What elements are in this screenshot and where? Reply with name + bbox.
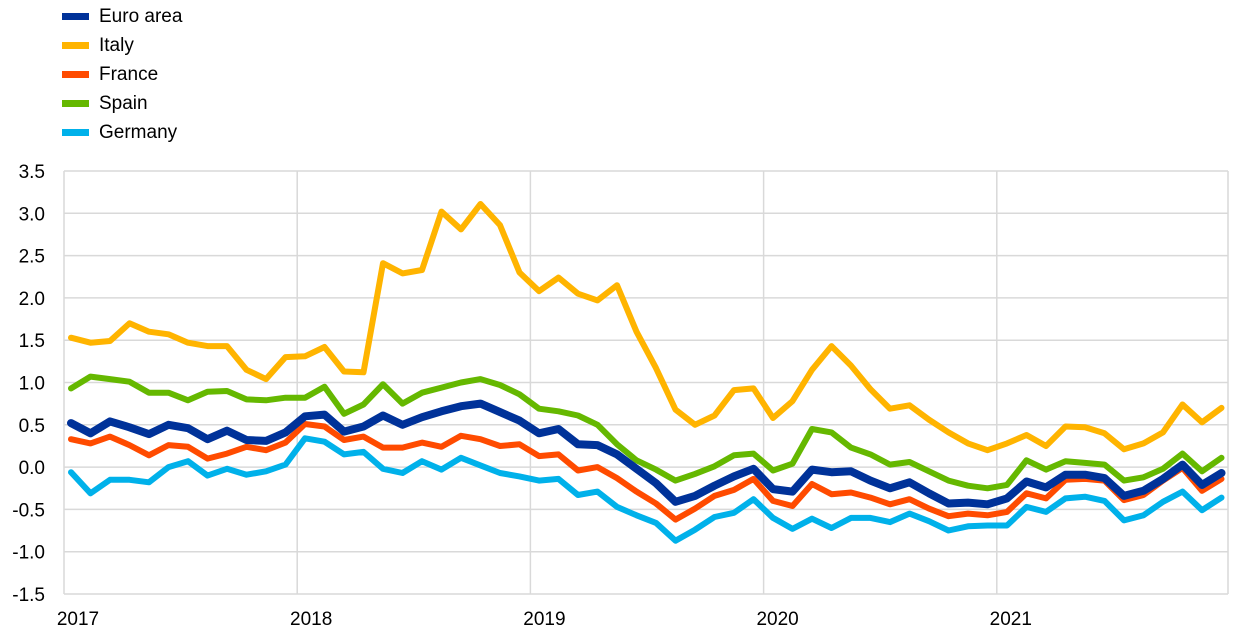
legend-label: Italy [99,34,134,56]
legend-swatch [62,100,89,107]
y-tick-label: 3.5 [19,162,45,183]
legend-item-spain: Spain [62,89,182,118]
y-tick-label: 1.0 [19,374,45,395]
x-tick-label: 2020 [756,609,798,630]
x-tick-label: 2021 [990,609,1032,630]
y-tick-label: 1.5 [19,331,45,352]
x-axis-ticks: 2017 2018 2019 2020 2021 [57,609,1032,630]
y-tick-label: 3.0 [19,204,45,225]
y-tick-label: 0.0 [19,458,45,479]
legend-label: France [99,63,159,85]
y-tick-label: 2.5 [19,247,45,268]
x-tick-label: 2019 [523,609,565,630]
legend-swatch [62,42,89,49]
series-line-euro-area [67,399,1226,509]
x-tick-label: 2018 [290,609,332,630]
series-line-france [68,421,1225,523]
legend-swatch [62,129,89,136]
y-axis-ticks: -1.5 -1.0 -0.5 0.0 0.5 1.0 1.5 2.0 2.5 3.0 3.5 [12,162,45,606]
legend-label: Euro area [99,5,183,27]
y-tick-label: -1.0 [12,543,45,564]
legend-item-germany: Germany [62,118,182,147]
legend-label: Germany [99,121,178,143]
y-tick-label: 0.5 [19,416,45,437]
legend-item-euro-area: Euro area [62,2,182,31]
legend-swatch [62,13,89,20]
gridlines [63,170,1229,595]
legend-item-italy: Italy [62,31,182,60]
series-line-italy [68,201,1225,454]
series-line-spain [68,373,1225,492]
series-line-germany [68,435,1225,544]
legend-swatch [62,71,89,78]
series-lines [67,201,1226,544]
y-tick-label: -1.5 [12,585,45,606]
y-tick-label: -0.5 [12,500,45,521]
legend-label: Spain [99,92,148,114]
legend: Euro area Italy France Spain Germany [62,2,182,147]
legend-item-france: France [62,60,182,89]
x-tick-label: 2017 [57,609,99,630]
y-tick-label: 2.0 [19,289,45,310]
